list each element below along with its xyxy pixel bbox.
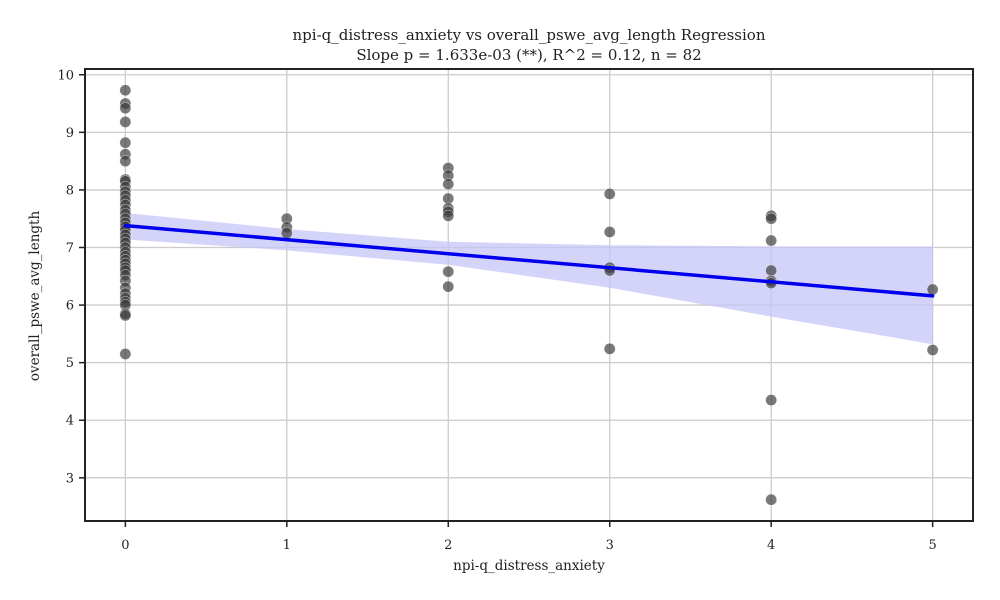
data-point — [442, 178, 455, 191]
x-axis-ticks: 0 1 2 3 4 5 — [121, 521, 937, 553]
y-tick-label: 8 — [66, 183, 74, 198]
x-tick-label: 3 — [606, 538, 614, 553]
y-tick-label: 7 — [66, 241, 74, 256]
chart-title: npi-q_distress_anxiety vs overall_pswe_a… — [293, 26, 766, 44]
data-point — [442, 265, 455, 278]
data-point — [603, 342, 616, 355]
data-point — [119, 309, 132, 322]
data-point — [442, 209, 455, 222]
data-point — [119, 116, 132, 128]
data-point — [926, 283, 939, 296]
data-point — [765, 212, 778, 225]
data-point — [765, 493, 778, 506]
data-point — [603, 188, 616, 200]
x-tick-label: 1 — [283, 538, 291, 553]
chart-subtitle: Slope p = 1.633e-03 (**), R^2 = 0.12, n … — [356, 46, 701, 64]
plot-frame — [84, 68, 974, 522]
data-point — [765, 264, 778, 277]
y-tick-label: 6 — [66, 299, 74, 314]
data-point — [603, 226, 616, 238]
y-tick-label: 5 — [66, 356, 74, 371]
x-axis-label: npi-q_distress_anxiety — [453, 558, 605, 574]
regression-line — [123, 223, 935, 298]
y-axis-ticks: 3 4 5 6 7 8 9 10 — [57, 68, 85, 486]
y-axis-label: overall_pswe_avg_length — [27, 211, 43, 382]
x-tick-label: 2 — [444, 538, 452, 553]
data-point — [765, 394, 778, 406]
data-point — [119, 102, 132, 115]
x-tick-label: 5 — [928, 538, 936, 553]
data-point — [119, 84, 132, 97]
x-tick-label: 4 — [767, 538, 775, 553]
data-point — [765, 234, 778, 247]
y-tick-label: 9 — [66, 126, 74, 141]
y-tick-label: 10 — [57, 68, 74, 83]
y-tick-label: 3 — [66, 471, 74, 486]
data-point — [119, 155, 132, 168]
data-point — [442, 280, 455, 293]
x-tick-label: 0 — [121, 538, 129, 553]
confidence-band — [125, 212, 933, 345]
data-point — [119, 136, 132, 149]
data-point — [926, 344, 939, 356]
data-point — [119, 348, 132, 360]
y-tick-label: 4 — [66, 414, 74, 429]
data-point — [280, 227, 293, 240]
